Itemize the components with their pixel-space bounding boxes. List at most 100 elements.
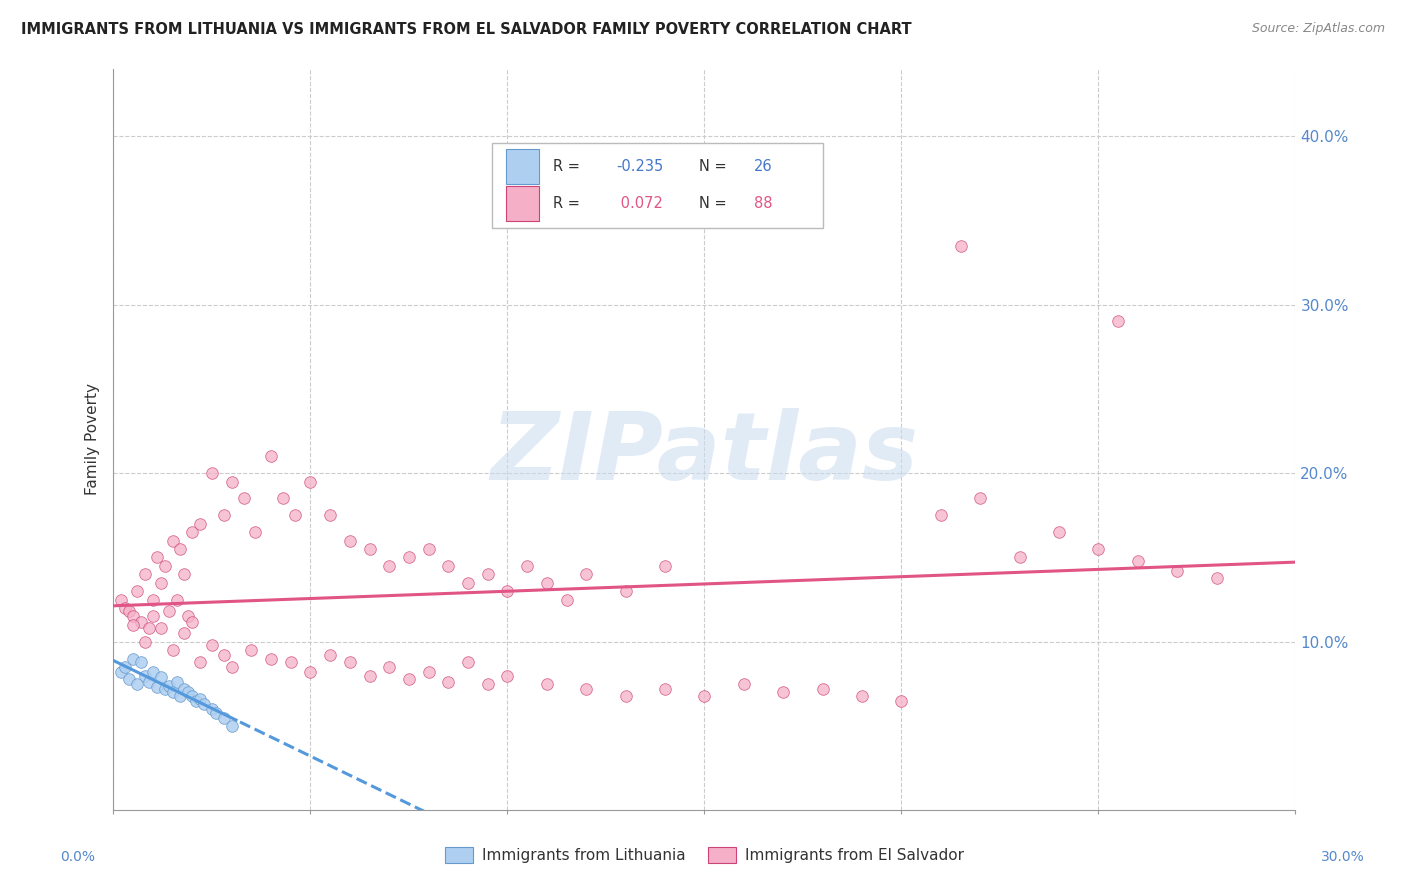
Point: [772, 685, 794, 699]
Point: [240, 643, 263, 657]
Point: [142, 665, 165, 680]
Text: 0.0%: 0.0%: [60, 850, 94, 863]
Point: [201, 638, 224, 652]
Point: [437, 675, 460, 690]
Bar: [506, 149, 538, 185]
Point: [166, 592, 188, 607]
Point: [212, 648, 235, 663]
Text: 26: 26: [754, 159, 773, 174]
Point: [153, 558, 176, 573]
Point: [359, 668, 381, 682]
Text: R =: R =: [553, 196, 585, 211]
Point: [127, 584, 149, 599]
Point: [122, 609, 145, 624]
Point: [193, 697, 215, 711]
Point: [555, 592, 578, 607]
Point: [457, 655, 479, 669]
Point: [118, 672, 141, 686]
Point: [245, 525, 267, 540]
Point: [122, 618, 145, 632]
Point: [477, 567, 499, 582]
Point: [929, 508, 952, 523]
Point: [142, 609, 165, 624]
Point: [201, 702, 224, 716]
Text: -0.235: -0.235: [616, 159, 664, 174]
Text: R =: R =: [553, 159, 585, 174]
Text: ZIPatlas: ZIPatlas: [491, 409, 918, 500]
Point: [169, 689, 191, 703]
Point: [173, 567, 195, 582]
FancyBboxPatch shape: [492, 143, 823, 228]
Text: N =: N =: [699, 196, 731, 211]
Legend: Immigrants from Lithuania, Immigrants from El Salvador: Immigrants from Lithuania, Immigrants fr…: [439, 841, 970, 870]
Point: [299, 475, 322, 489]
Point: [339, 655, 361, 669]
Point: [166, 675, 188, 690]
Point: [149, 621, 172, 635]
Point: [173, 626, 195, 640]
Point: [260, 450, 283, 464]
Point: [536, 575, 558, 590]
Point: [127, 677, 149, 691]
Point: [1205, 571, 1227, 585]
Point: [129, 615, 152, 629]
Point: [319, 648, 342, 663]
Point: [129, 655, 152, 669]
Point: [1008, 550, 1031, 565]
Point: [398, 550, 420, 565]
Point: [378, 558, 401, 573]
Point: [516, 558, 538, 573]
Text: 88: 88: [754, 196, 773, 211]
Point: [536, 677, 558, 691]
Point: [149, 670, 172, 684]
Point: [186, 694, 208, 708]
Point: [654, 681, 676, 696]
Point: [138, 621, 160, 635]
Point: [733, 677, 755, 691]
Point: [339, 533, 361, 548]
Point: [614, 689, 637, 703]
Point: [1047, 525, 1070, 540]
Point: [221, 719, 243, 733]
Point: [457, 575, 479, 590]
Point: [157, 604, 180, 618]
Point: [1126, 554, 1149, 568]
Point: [284, 508, 307, 523]
Point: [146, 550, 169, 565]
Point: [359, 542, 381, 557]
Point: [260, 651, 283, 665]
Point: [181, 689, 204, 703]
Point: [212, 711, 235, 725]
Point: [212, 508, 235, 523]
Point: [378, 660, 401, 674]
Point: [205, 706, 228, 720]
Point: [181, 525, 204, 540]
Point: [110, 665, 132, 680]
Point: [149, 575, 172, 590]
Point: [575, 681, 598, 696]
Point: [169, 542, 191, 557]
Point: [188, 516, 211, 531]
Text: N =: N =: [699, 159, 731, 174]
Point: [122, 651, 145, 665]
Point: [114, 660, 136, 674]
Point: [271, 491, 294, 506]
Point: [496, 584, 519, 599]
Point: [177, 685, 200, 699]
Point: [221, 660, 243, 674]
Point: [114, 601, 136, 615]
Point: [398, 672, 420, 686]
Point: [299, 665, 322, 680]
Point: [418, 665, 440, 680]
Text: 30.0%: 30.0%: [1320, 850, 1365, 863]
Point: [173, 681, 195, 696]
Point: [575, 567, 598, 582]
Y-axis label: Family Poverty: Family Poverty: [86, 384, 100, 495]
Text: 0.072: 0.072: [616, 196, 662, 211]
Point: [162, 685, 184, 699]
Point: [138, 675, 160, 690]
Point: [319, 508, 342, 523]
Point: [177, 609, 200, 624]
Point: [142, 592, 165, 607]
Point: [134, 567, 156, 582]
